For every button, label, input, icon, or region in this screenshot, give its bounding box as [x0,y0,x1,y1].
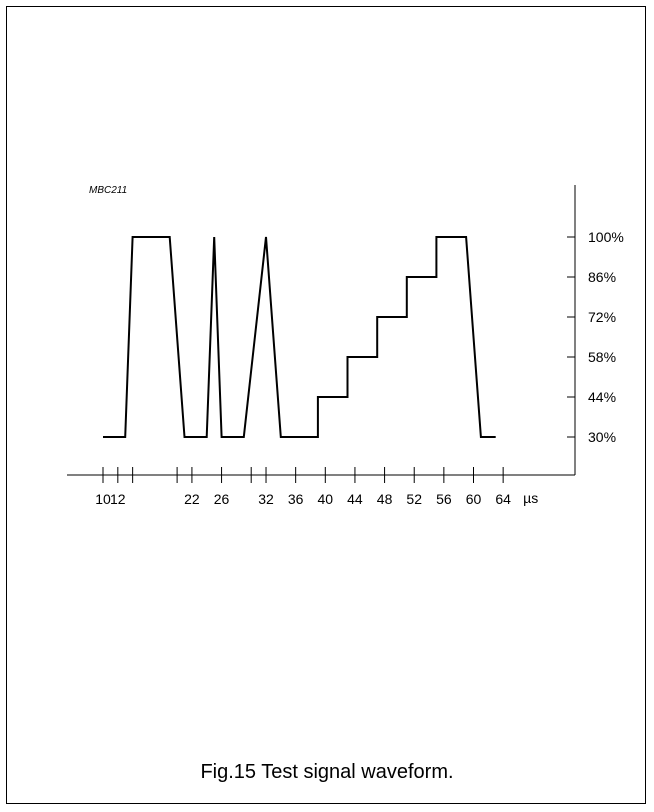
x-tick-label: 56 [436,491,452,507]
x-unit-label: µs [523,490,538,506]
x-tick-label: 44 [347,491,363,507]
x-tick-label: 32 [258,491,274,507]
y-tick-label: 86% [588,269,616,285]
x-tick-label: 26 [214,491,230,507]
x-tick-label: 60 [466,491,482,507]
waveform-line [103,236,496,438]
y-tick-label: 72% [588,309,616,325]
y-tick-label: 100% [588,229,624,245]
y-tick-label: 30% [588,429,616,445]
x-tick-label: 10 [95,491,111,507]
figure-frame [6,6,646,804]
x-tick-label: 48 [377,491,393,507]
y-tick-label: 58% [588,349,616,365]
x-tick-label: 64 [495,491,511,507]
y-tick-label: 44% [588,389,616,405]
figure-caption: Fig.15 Test signal waveform. [200,761,454,783]
figure-code: MBC211 [89,185,128,196]
x-tick-label: 36 [288,491,304,507]
x-tick-label: 22 [184,491,200,507]
x-tick-label: 12 [110,491,126,507]
x-tick-label: 40 [318,491,334,507]
x-tick-label: 52 [406,491,422,507]
